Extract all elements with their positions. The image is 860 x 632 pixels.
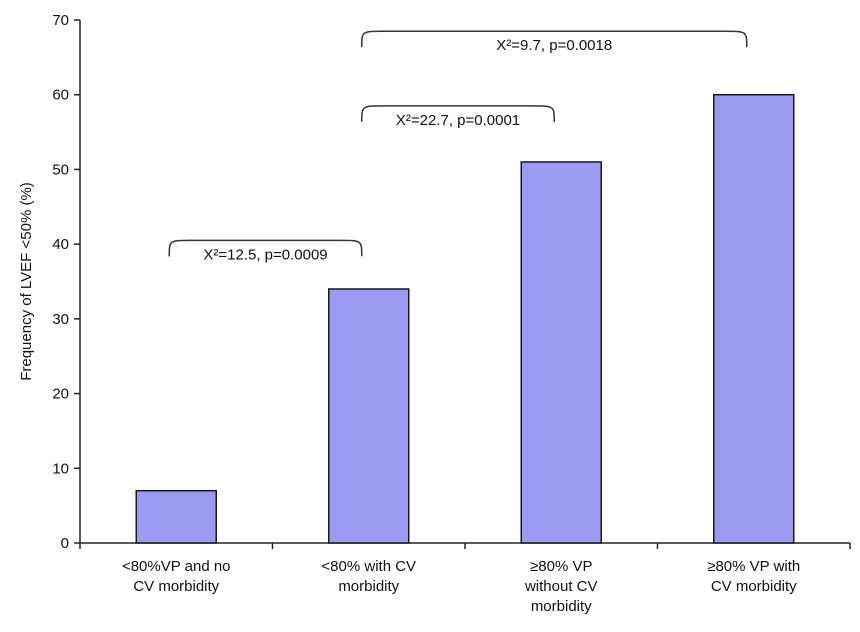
y-tick-label: 50 bbox=[52, 161, 69, 178]
significance-annotations: X²=12.5, p=0.0009 X²=22.7, p=0.0001 X²=9.7… bbox=[168, 30, 748, 263]
y-tick-label: 30 bbox=[52, 311, 69, 328]
y-tick-label: 10 bbox=[52, 460, 69, 477]
x-tick-label: ≥80% VP without CV morbidity bbox=[524, 558, 598, 615]
x-axis: <80%VP and no CV morbidity <80% with CV mor… bbox=[79, 542, 851, 615]
bar bbox=[713, 93, 795, 544]
y-tick-label: 0 bbox=[61, 535, 69, 552]
significance-label: X²=12.5, p=0.0009 bbox=[203, 246, 327, 263]
significance-bracket bbox=[361, 105, 555, 122]
significance-bracket bbox=[168, 239, 363, 257]
y-tick-label: 60 bbox=[52, 87, 69, 104]
x-tick-label: <80% with CV morbidity bbox=[321, 558, 416, 595]
significance-label: X²=9.7, p=0.0018 bbox=[496, 37, 612, 54]
significance-label: X²=22.7, p=0.0001 bbox=[396, 112, 520, 129]
bar bbox=[135, 489, 217, 544]
y-axis: 0 10 20 30 40 50 60 70 bbox=[52, 12, 81, 552]
x-tick-label: ≥80% VP with CV morbidity bbox=[707, 558, 800, 595]
y-tick-label: 40 bbox=[52, 236, 69, 253]
y-tick-label: 70 bbox=[52, 12, 69, 29]
bar bbox=[520, 161, 602, 544]
y-axis-label: Frequency of LVEF <50% (%) bbox=[18, 182, 35, 381]
significance-bracket bbox=[361, 30, 748, 48]
y-tick-label: 20 bbox=[52, 386, 69, 403]
x-tick-label: <80%VP and no CV morbidity bbox=[122, 558, 231, 595]
bar bbox=[328, 288, 410, 544]
bars bbox=[135, 93, 795, 544]
